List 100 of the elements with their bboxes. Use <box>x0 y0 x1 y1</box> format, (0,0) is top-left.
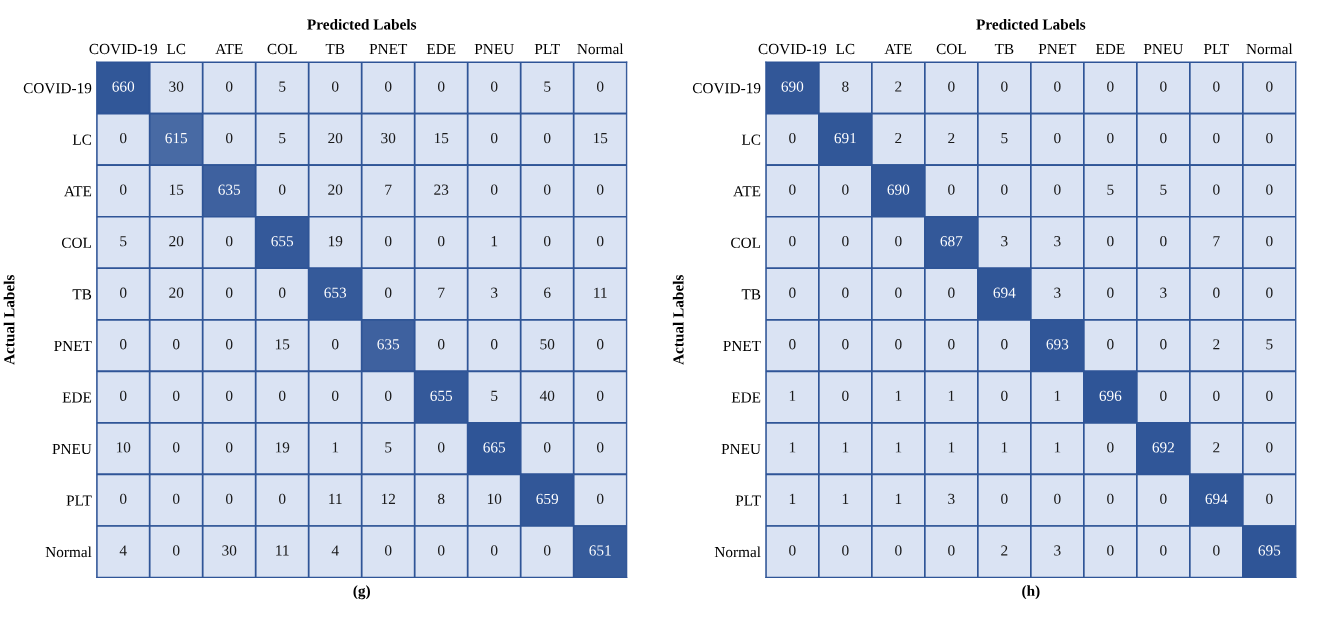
data-label: 659 <box>536 493 559 505</box>
data-label: 4 <box>331 545 339 556</box>
y-tick-label: PNEU <box>721 443 761 455</box>
data-label: 0 <box>1054 132 1061 144</box>
x-axis-title: Predicted Labels <box>307 18 417 30</box>
data-label: 0 <box>1054 81 1061 92</box>
x-tick-label: Normal <box>577 43 624 55</box>
data-label: 30 <box>381 132 396 144</box>
data-label: 0 <box>278 184 286 195</box>
data-label: 23 <box>434 184 449 195</box>
data-label: 0 <box>543 545 551 556</box>
data-label: 665 <box>483 442 506 453</box>
x-tick-label: PNET <box>1038 43 1077 54</box>
data-label: 660 <box>112 81 135 92</box>
data-label: 0 <box>842 287 849 298</box>
data-label: 5 <box>1107 184 1114 195</box>
data-label: 15 <box>434 133 449 144</box>
data-label: 5 <box>1001 133 1008 144</box>
data-label: 8 <box>842 81 849 92</box>
data-label: 635 <box>377 339 400 350</box>
data-label: 695 <box>1258 545 1281 556</box>
data-label: 0 <box>596 339 604 350</box>
data-label: 11 <box>329 493 342 504</box>
text: (h) <box>1022 585 1040 600</box>
data-label: 0 <box>789 184 796 195</box>
data-label: 635 <box>218 184 241 195</box>
data-label: 0 <box>895 545 902 556</box>
x-axis-title: Predicted Labels <box>976 18 1086 30</box>
data-label: 0 <box>1266 493 1273 505</box>
data-label: 3 <box>491 287 498 298</box>
y-tick-label: Normal <box>714 546 761 558</box>
data-label: 0 <box>278 493 286 505</box>
data-label: 1 <box>948 390 955 401</box>
data-label: 615 <box>165 132 188 144</box>
data-label: 1 <box>895 390 902 401</box>
data-label: 0 <box>172 339 180 350</box>
data-label: 7 <box>438 287 445 298</box>
data-label: 0 <box>1160 81 1167 92</box>
x-tick-label: ATE <box>884 43 912 54</box>
data-label: 2 <box>1213 339 1220 350</box>
data-label: 0 <box>1266 184 1273 195</box>
data-label: 0 <box>1266 81 1273 92</box>
x-tick-label: COVID-19 <box>89 43 157 55</box>
data-label: 0 <box>1266 236 1273 247</box>
y-tick-label: TB <box>72 289 92 300</box>
data-label: 0 <box>172 493 180 505</box>
data-label: 0 <box>948 545 955 556</box>
data-label: 5 <box>491 390 498 401</box>
data-label: 5 <box>279 133 286 144</box>
y-tick-label: COVID-19 <box>692 83 761 94</box>
data-label: 10 <box>487 493 502 505</box>
data-label: 0 <box>1160 132 1167 144</box>
data-label: 0 <box>789 132 796 144</box>
data-label: 6 <box>544 287 551 298</box>
data-label: 0 <box>1266 287 1273 298</box>
y-tick-label: LC <box>72 134 92 145</box>
data-label: 694 <box>1205 493 1228 505</box>
data-label: 0 <box>490 545 498 556</box>
data-label: 0 <box>1001 339 1008 350</box>
y-axis-title: Actual Labels <box>672 274 684 365</box>
data-label: 653 <box>324 287 347 298</box>
x-tick-label: COVID-19 <box>758 43 827 55</box>
data-label: 0 <box>948 184 955 195</box>
data-label: 4 <box>119 545 127 556</box>
data-label: 0 <box>437 339 445 350</box>
data-label: 19 <box>275 442 290 453</box>
y-tick-label: Normal <box>45 546 92 558</box>
data-label: 7 <box>385 184 392 195</box>
data-label: 1 <box>842 493 849 504</box>
data-label: 0 <box>1213 545 1220 556</box>
data-label: 694 <box>993 287 1016 298</box>
data-label: 0 <box>1160 339 1167 350</box>
data-label: 10 <box>116 442 131 453</box>
data-label: 0 <box>1160 390 1167 401</box>
x-tick-label: PNET <box>369 43 408 54</box>
data-label: 696 <box>1099 390 1122 401</box>
x-tick-label: EDE <box>426 43 456 55</box>
data-label: 3 <box>1160 287 1167 298</box>
data-label: 5 <box>120 236 127 247</box>
data-label: 1 <box>789 442 796 453</box>
data-label: 0 <box>225 339 233 350</box>
data-label: 0 <box>437 236 445 247</box>
data-label: 0 <box>789 287 796 298</box>
data-label: 0 <box>789 545 796 556</box>
data-label: 687 <box>940 236 963 247</box>
data-label: 1 <box>1054 390 1061 401</box>
data-label: 1 <box>332 442 339 453</box>
data-label: 0 <box>596 236 604 247</box>
data-label: 0 <box>384 545 392 556</box>
data-label: 1 <box>948 442 955 453</box>
data-label: 8 <box>437 493 445 505</box>
data-label: 3 <box>1001 236 1008 247</box>
data-label: 0 <box>384 81 392 92</box>
y-tick-label: COL <box>61 237 91 248</box>
data-label: 0 <box>842 236 849 247</box>
data-label: 0 <box>1001 390 1008 401</box>
data-label: 2 <box>1001 545 1008 556</box>
data-label: 7 <box>1213 236 1220 247</box>
data-label: 0 <box>948 287 955 298</box>
data-label: 0 <box>1107 339 1114 350</box>
